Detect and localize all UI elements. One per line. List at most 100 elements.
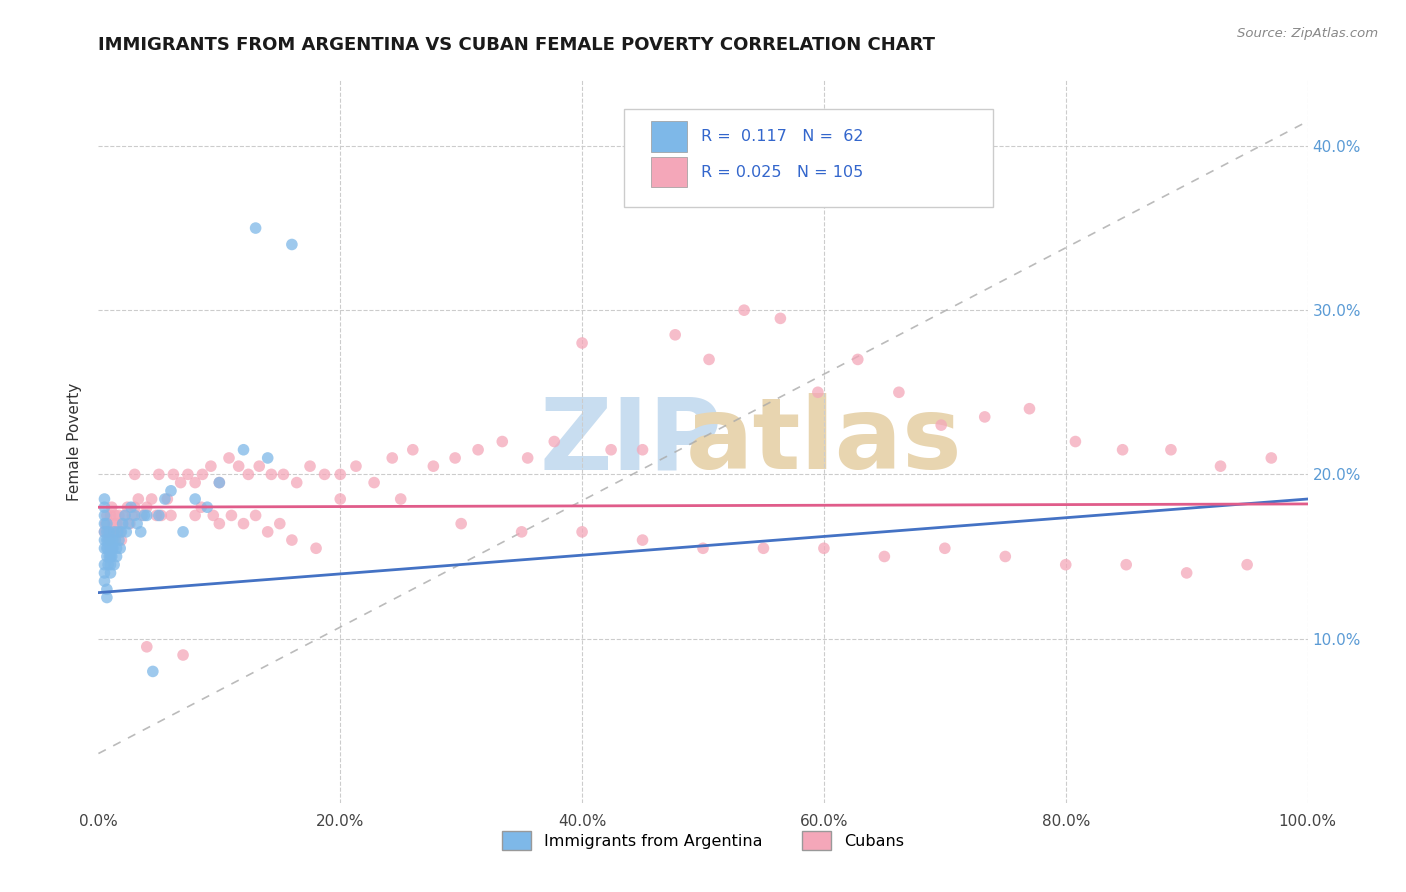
Point [135,508,157,523]
Point [162,467,184,482]
Point [329,491,352,506]
Point [1054,558,1077,572]
Point [1175,566,1198,580]
Point [94,516,117,531]
Point [1018,401,1040,416]
Point [422,459,444,474]
Point [96,582,118,597]
Point [93,533,115,547]
Point [934,541,956,556]
Point [107,524,129,539]
Text: atlas: atlas [686,393,962,490]
Point [281,237,304,252]
Point [96,516,118,531]
Point [101,533,124,547]
Point [813,541,835,556]
Point [98,524,121,539]
Point [110,524,132,539]
Point [93,524,115,539]
Point [232,516,254,531]
Point [184,475,207,490]
Point [107,524,129,539]
Point [93,574,115,588]
Point [245,221,267,235]
Point [1260,450,1282,465]
Point [232,442,254,457]
Point [733,303,755,318]
Point [543,434,565,449]
Point [93,508,115,523]
Point [887,385,910,400]
Point [96,508,118,523]
Point [692,541,714,556]
Point [115,524,138,539]
Point [93,524,115,539]
Point [256,450,278,465]
Text: R = 0.025   N = 105: R = 0.025 N = 105 [700,164,863,179]
Point [218,450,240,465]
Y-axis label: Female Poverty: Female Poverty [67,383,83,500]
Point [1115,558,1137,572]
Point [124,467,146,482]
Point [97,558,120,572]
Point [190,500,212,515]
Point [120,500,142,515]
Point [273,467,295,482]
Point [124,508,146,523]
Point [142,665,165,679]
Point [752,541,775,556]
Point [96,533,118,547]
Point [467,442,489,457]
Point [329,467,352,482]
Point [1160,442,1182,457]
Point [269,516,291,531]
Point [807,385,830,400]
Point [93,558,115,572]
FancyBboxPatch shape [651,157,688,187]
Point [305,541,328,556]
Point [148,508,170,523]
Point [177,467,200,482]
Point [127,491,149,506]
Point [93,500,115,515]
Point [202,508,225,523]
Point [160,483,183,498]
Point [100,508,122,523]
Point [697,352,720,367]
Point [96,541,118,556]
Point [124,500,146,515]
Point [108,524,131,539]
Point [104,533,127,547]
Point [172,524,194,539]
Point [208,475,231,490]
Point [98,533,121,547]
Point [769,311,792,326]
Point [208,516,231,531]
Point [93,516,115,531]
Point [994,549,1017,564]
Point [600,442,623,457]
Legend: Immigrants from Argentina, Cubans: Immigrants from Argentina, Cubans [496,825,910,856]
Point [129,524,152,539]
Point [97,541,120,556]
Point [108,541,131,556]
Point [111,516,134,531]
Point [131,508,153,523]
Point [169,475,191,490]
Point [664,327,686,342]
Point [510,524,533,539]
Point [402,442,425,457]
Text: Source: ZipAtlas.com: Source: ZipAtlas.com [1237,27,1378,40]
Text: R =  0.117   N =  62: R = 0.117 N = 62 [700,129,863,145]
Point [105,541,128,556]
Point [200,459,222,474]
Point [97,524,120,539]
Point [195,500,218,515]
Point [148,467,170,482]
Point [100,533,122,547]
Point [100,541,122,556]
Point [344,459,367,474]
Point [184,491,207,506]
Point [1064,434,1087,449]
Point [93,566,115,580]
